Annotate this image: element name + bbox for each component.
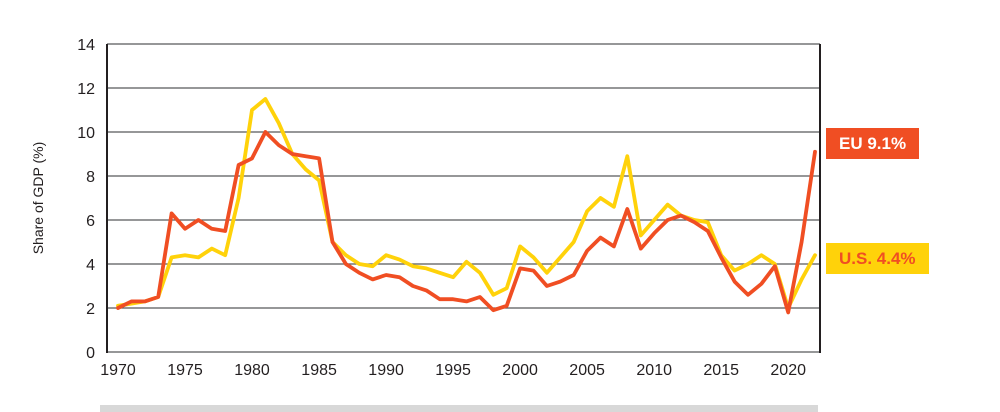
y-tick-label: 6 — [86, 213, 95, 230]
x-tick-label: 1980 — [234, 362, 270, 379]
y-tick-label: 0 — [86, 345, 95, 362]
y-tick-label: 10 — [77, 125, 95, 142]
cropped-bottom-element — [100, 405, 818, 412]
y-tick-label: 14 — [77, 37, 95, 54]
x-tick-label: 2020 — [770, 362, 806, 379]
x-tick-label: 1970 — [100, 362, 136, 379]
x-tick-label: 2010 — [636, 362, 672, 379]
x-tick-label: 2000 — [502, 362, 538, 379]
x-tick-label: 2015 — [703, 362, 739, 379]
y-tick-label: 8 — [86, 169, 95, 186]
x-tick-label: 2005 — [569, 362, 605, 379]
x-tick-label: 1985 — [301, 362, 337, 379]
x-tick-label: 1995 — [435, 362, 471, 379]
x-tick-label: 1975 — [167, 362, 203, 379]
y-tick-label: 12 — [77, 81, 95, 98]
x-tick-label: 1990 — [368, 362, 404, 379]
us-series-end-label: U.S. 4.4% — [826, 243, 929, 275]
eu-line — [116, 130, 817, 315]
eu-series-end-label: EU 9.1% — [826, 128, 920, 160]
us-line — [116, 97, 817, 310]
y-tick-label: 4 — [86, 257, 95, 274]
y-tick-label: 2 — [86, 301, 95, 318]
